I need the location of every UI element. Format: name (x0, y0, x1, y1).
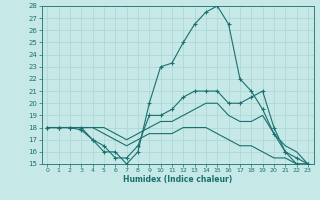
X-axis label: Humidex (Indice chaleur): Humidex (Indice chaleur) (123, 175, 232, 184)
